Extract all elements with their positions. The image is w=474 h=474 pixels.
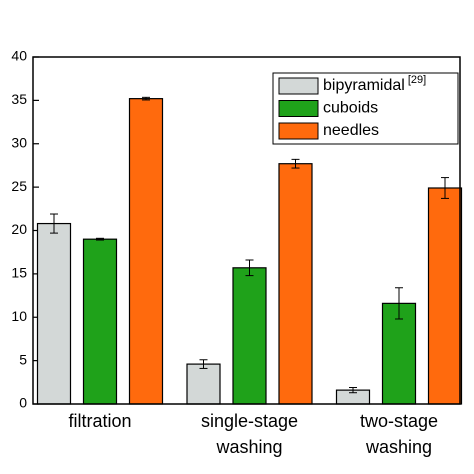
error-bar bbox=[395, 287, 403, 320]
y-tick-label: 20 bbox=[11, 221, 27, 237]
legend-swatch bbox=[278, 100, 319, 117]
bar bbox=[278, 163, 313, 405]
x-tick-label: single-stage bbox=[201, 411, 298, 431]
y-tick-label: 5 bbox=[19, 351, 27, 367]
y-tick-label: 0 bbox=[19, 395, 27, 411]
bar bbox=[128, 98, 164, 405]
error-bar bbox=[441, 177, 449, 199]
bar bbox=[36, 222, 72, 405]
error-bar bbox=[349, 387, 357, 394]
legend-label: cuboids bbox=[323, 100, 378, 117]
x-tick-label: two-stage bbox=[360, 411, 438, 431]
y-tick-label: 30 bbox=[11, 134, 27, 150]
y-tick-label: 40 bbox=[11, 48, 27, 64]
y-tick-label: 15 bbox=[11, 265, 27, 281]
error-bar bbox=[245, 259, 254, 277]
plot-frame bbox=[32, 56, 461, 405]
bar bbox=[427, 187, 463, 405]
y-tick-label: 10 bbox=[11, 308, 27, 324]
legend-swatch bbox=[278, 122, 319, 140]
legend-superscript: [29] bbox=[408, 74, 426, 86]
error-bar bbox=[142, 96, 150, 101]
error-bar bbox=[50, 213, 58, 234]
y-tick-label: 35 bbox=[11, 91, 27, 107]
x-tick-label: washing bbox=[215, 437, 282, 457]
error-bar bbox=[199, 359, 208, 369]
bar bbox=[232, 267, 267, 405]
x-tick-label: washing bbox=[365, 437, 432, 457]
bar bbox=[82, 238, 118, 405]
y-tick-label: 25 bbox=[11, 178, 27, 194]
bar bbox=[186, 363, 221, 405]
error-bar bbox=[96, 237, 104, 241]
x-tick-label: filtration bbox=[68, 411, 131, 431]
error-bar bbox=[291, 158, 300, 169]
legend-label: needles bbox=[323, 122, 379, 139]
bar bbox=[381, 302, 417, 405]
legend-swatch bbox=[278, 77, 319, 95]
legend-label: bipyramidal bbox=[323, 77, 405, 94]
